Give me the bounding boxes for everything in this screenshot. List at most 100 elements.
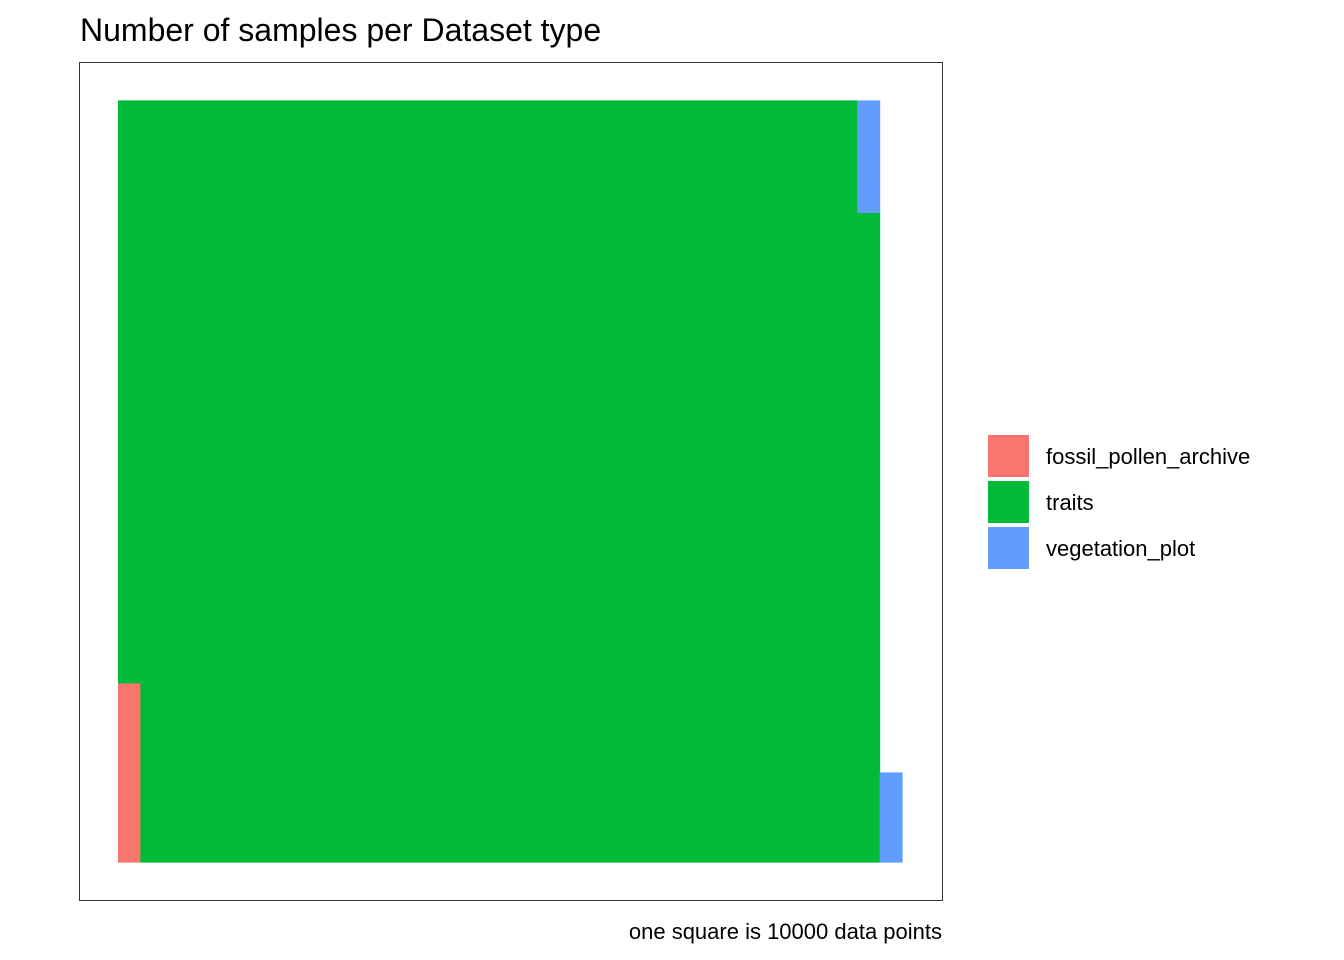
- waffle-square-traits: [678, 817, 701, 841]
- waffle-square-traits: [409, 167, 433, 191]
- waffle-square-traits: [252, 145, 276, 169]
- waffle-square-traits: [118, 458, 141, 482]
- waffle-square-traits: [364, 391, 388, 415]
- waffle-square-traits: [521, 750, 545, 773]
- waffle-square-traits: [140, 593, 164, 617]
- waffle-square-traits: [386, 548, 410, 572]
- waffle-square-traits: [655, 481, 679, 505]
- waffle-square-traits: [521, 727, 545, 751]
- waffle-square-traits: [498, 436, 522, 460]
- waffle-square-traits: [610, 346, 634, 370]
- waffle-square-traits: [431, 817, 455, 841]
- waffle-square-traits: [140, 660, 164, 684]
- waffle-square-traits: [498, 727, 522, 751]
- waffle-square-traits: [588, 772, 612, 796]
- waffle-square-traits: [655, 369, 679, 393]
- waffle-square-traits: [431, 705, 455, 729]
- waffle-square-traits: [790, 458, 813, 482]
- waffle-square-traits: [700, 705, 724, 729]
- waffle-square-traits: [588, 346, 612, 370]
- waffle-square-traits: [274, 750, 298, 773]
- waffle-square-traits: [342, 638, 365, 661]
- waffle-square-traits: [476, 705, 500, 729]
- waffle-square-traits: [857, 570, 881, 594]
- waffle-square-traits: [476, 727, 500, 751]
- waffle-square-traits: [386, 436, 410, 460]
- waffle-square-traits: [140, 324, 164, 348]
- waffle-square-traits: [588, 369, 612, 393]
- waffle-square-traits: [297, 167, 321, 191]
- waffle-square-vegetation-plot: [857, 100, 881, 124]
- waffle-square-traits: [207, 167, 231, 191]
- waffle-square-traits: [610, 414, 634, 437]
- waffle-square-traits: [454, 570, 477, 594]
- waffle-square-traits: [274, 593, 298, 617]
- waffle-square-traits: [364, 346, 388, 370]
- waffle-square-traits: [610, 279, 634, 303]
- waffle-square-traits: [319, 794, 343, 818]
- waffle-square-traits: [566, 436, 589, 460]
- waffle-square-traits: [790, 212, 813, 236]
- waffle-square-traits: [207, 302, 231, 325]
- waffle-square-traits: [454, 324, 477, 348]
- waffle-square-traits: [342, 324, 365, 348]
- waffle-square-traits: [297, 436, 321, 460]
- waffle-square-traits: [252, 122, 276, 146]
- waffle-square-traits: [140, 279, 164, 303]
- waffle-square-traits: [342, 503, 365, 527]
- waffle-square-traits: [342, 122, 365, 146]
- waffle-square-traits: [610, 481, 634, 505]
- waffle-square-traits: [409, 190, 433, 213]
- waffle-plot: [118, 100, 903, 863]
- waffle-square-traits: [543, 839, 567, 863]
- waffle-square-traits: [454, 234, 477, 258]
- waffle-square-traits: [207, 190, 231, 213]
- waffle-square-traits: [543, 145, 567, 169]
- waffle-square-traits: [790, 414, 813, 437]
- waffle-square-traits: [722, 638, 746, 661]
- waffle-square-traits: [140, 369, 164, 393]
- waffle-square-traits: [185, 436, 209, 460]
- waffle-square-traits: [230, 302, 253, 325]
- waffle-square-traits: [185, 458, 209, 482]
- waffle-square-traits: [610, 727, 634, 751]
- waffle-square-traits: [566, 346, 589, 370]
- waffle-square-traits: [386, 391, 410, 415]
- waffle-square-traits: [700, 257, 724, 281]
- waffle-square-traits: [790, 481, 813, 505]
- waffle-square-traits: [834, 481, 858, 505]
- waffle-square-traits: [745, 526, 769, 549]
- waffle-square-traits: [633, 839, 657, 863]
- waffle-square-traits: [230, 727, 253, 751]
- waffle-square-traits: [118, 570, 141, 594]
- waffle-square-traits: [722, 660, 746, 684]
- waffle-square-traits: [790, 638, 813, 661]
- waffle-square-traits: [678, 660, 701, 684]
- waffle-square-traits: [834, 593, 858, 617]
- waffle-square-traits: [162, 593, 186, 617]
- waffle-square-traits: [722, 458, 746, 482]
- waffle-square-traits: [274, 436, 298, 460]
- waffle-square-traits: [655, 727, 679, 751]
- waffle-square-traits: [342, 414, 365, 437]
- waffle-square-traits: [431, 436, 455, 460]
- waffle-square-vegetation-plot: [879, 794, 903, 818]
- waffle-square-traits: [185, 100, 209, 124]
- waffle-square-traits: [745, 369, 769, 393]
- waffle-square-traits: [207, 638, 231, 661]
- waffle-square-traits: [767, 593, 791, 617]
- waffle-square-traits: [454, 503, 477, 527]
- waffle-square-traits: [812, 391, 836, 415]
- waffle-square-traits: [409, 570, 433, 594]
- waffle-square-traits: [498, 257, 522, 281]
- waffle-square-traits: [678, 100, 701, 124]
- waffle-square-traits: [610, 660, 634, 684]
- waffle-square-traits: [297, 817, 321, 841]
- waffle-square-traits: [498, 122, 522, 146]
- waffle-square-traits: [409, 257, 433, 281]
- waffle-square-traits: [521, 414, 545, 437]
- waffle-square-traits: [588, 279, 612, 303]
- waffle-square-traits: [207, 772, 231, 796]
- waffle-square-traits: [790, 839, 813, 863]
- waffle-square-traits: [588, 682, 612, 706]
